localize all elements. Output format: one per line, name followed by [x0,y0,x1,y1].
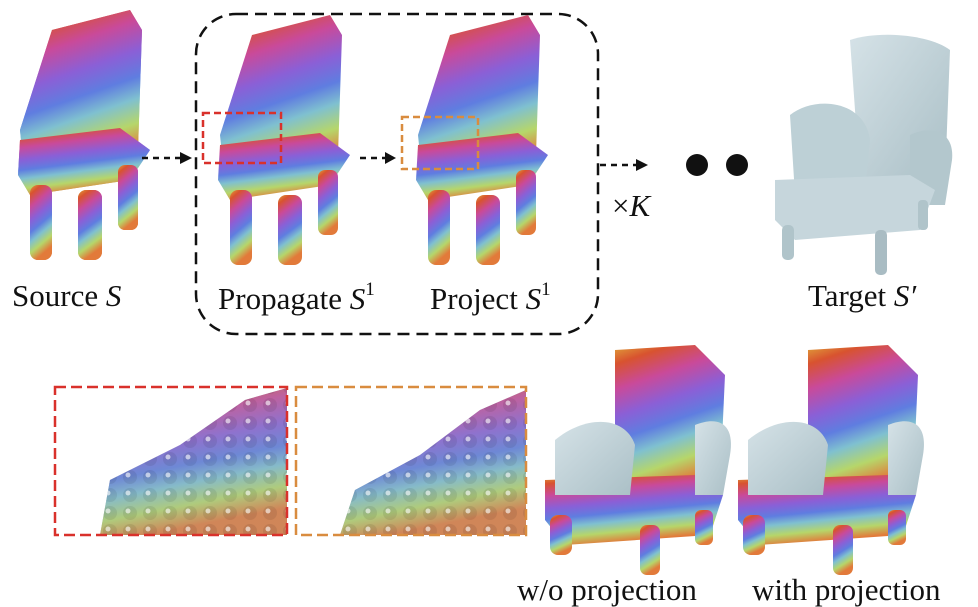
ellipsis-dot-2 [726,154,748,176]
times-sign: × [612,188,630,223]
propagate-symbol: S [349,281,366,316]
target-mesh [775,34,953,275]
arrow-propagate-to-project [360,152,396,164]
target-word: Target [808,278,887,313]
project-superscript: 1 [541,279,551,300]
iteration-count-label: ×K [612,190,650,221]
source-symbol: S [105,278,122,313]
propagate-label: Propagate S1 [218,280,375,314]
zoom-inset-propagate [53,385,289,537]
project-label: Project S1 [430,280,551,314]
source-chair [18,10,150,260]
wo-projection-label: w/o projection [517,572,697,607]
propagate-chair [218,15,350,265]
project-word: Project [430,281,518,316]
propagate-word: Propagate [218,281,342,316]
arrow-iterate [600,159,648,171]
project-chair [416,15,548,265]
propagate-superscript: 1 [365,279,375,300]
armchair-with-projection [738,345,924,575]
arrow-source-to-propagate [142,152,192,164]
target-symbol: S′ [893,278,917,313]
project-symbol: S [525,281,542,316]
ellipsis-dot-1 [686,154,708,176]
armchair-wo-projection [545,345,731,575]
zoom-inset-project [294,385,528,537]
propagate-zoom-box [201,111,283,165]
project-zoom-box [400,115,480,171]
k-symbol: K [629,188,651,223]
with-projection-label: with projection [752,572,941,607]
source-word: Source [12,278,99,313]
source-label: Source S [12,280,121,311]
iteration-frame [194,12,600,336]
target-label: Target S′ [808,280,916,311]
